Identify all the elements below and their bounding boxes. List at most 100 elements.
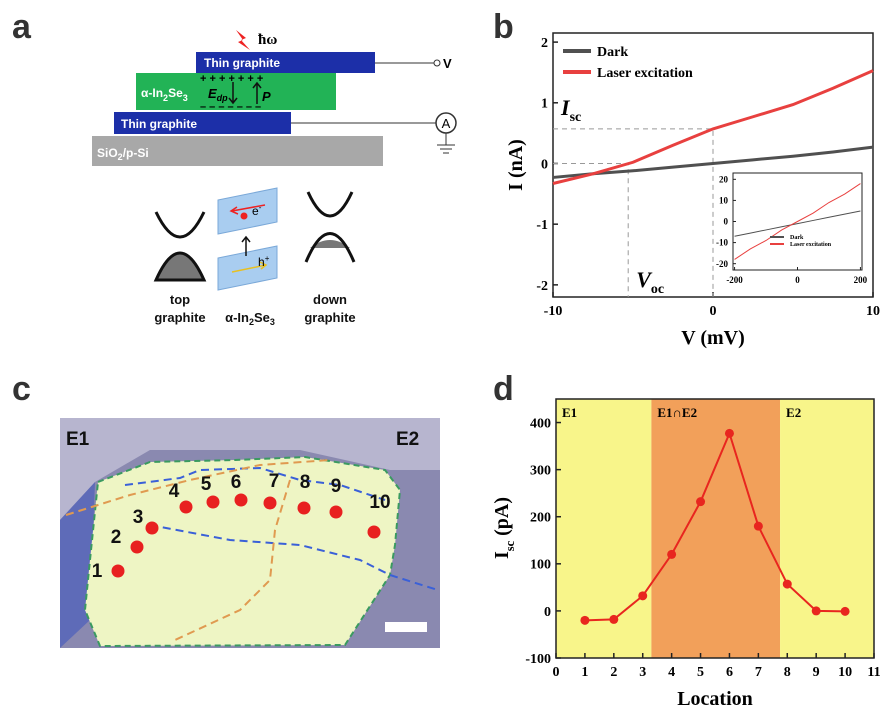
point-label: 9 bbox=[331, 476, 342, 497]
x-tick-label: 6 bbox=[726, 665, 733, 680]
y-tick-label: 2 bbox=[541, 36, 548, 51]
data-point bbox=[696, 497, 705, 506]
y-tick-label: 0 bbox=[541, 157, 548, 172]
band bbox=[308, 192, 352, 216]
measurement-point bbox=[180, 501, 193, 514]
ground bbox=[437, 133, 455, 153]
text: - bbox=[259, 203, 262, 212]
point-label: 2 bbox=[111, 527, 122, 548]
x-tick-label: 3 bbox=[639, 665, 646, 680]
y-tick-label: 100 bbox=[530, 558, 551, 573]
band-label: top bbox=[170, 292, 190, 307]
lightning-icon bbox=[236, 30, 250, 50]
y-tick-label: 400 bbox=[530, 416, 551, 431]
x-tick-label: 9 bbox=[813, 665, 820, 680]
legend-label: Laser excitation bbox=[790, 242, 832, 248]
region-label: E1 bbox=[562, 405, 577, 420]
measurement-point bbox=[131, 541, 144, 554]
region-label: E1∩E2 bbox=[657, 405, 697, 420]
terminal bbox=[434, 60, 440, 66]
charges: + + + + + + + bbox=[200, 73, 263, 85]
x-tick-label: -10 bbox=[544, 304, 563, 319]
band bbox=[156, 253, 204, 280]
text: 3 bbox=[183, 93, 188, 103]
panel-label: d bbox=[493, 370, 514, 408]
slab bbox=[218, 188, 277, 234]
figure: a b c d ħω Thin graphite V α-In2Se3 + + … bbox=[0, 0, 881, 713]
region bbox=[780, 399, 874, 658]
charges: – – – – – – – bbox=[200, 101, 261, 113]
substrate-label: SiO2/p-Si bbox=[97, 146, 149, 162]
band-label: graphite bbox=[304, 310, 355, 325]
x-tick-label: 2 bbox=[610, 665, 617, 680]
measurement-point bbox=[112, 565, 125, 578]
point-label: 4 bbox=[169, 481, 180, 502]
annotation: Isc bbox=[560, 95, 581, 125]
text: h bbox=[258, 255, 265, 269]
x-tick-label: 4 bbox=[668, 665, 675, 680]
scale-bar bbox=[385, 622, 427, 632]
text: E bbox=[208, 86, 217, 101]
text: + bbox=[265, 254, 270, 263]
text: SiO bbox=[97, 146, 118, 160]
region-label: E2 bbox=[786, 405, 801, 420]
band-label: graphite bbox=[154, 310, 205, 325]
band-label: α-In2Se3 bbox=[225, 310, 275, 327]
text: 3 bbox=[270, 317, 275, 327]
electrode-label: E1 bbox=[66, 429, 90, 450]
text: /p-Si bbox=[123, 146, 149, 160]
x-tick-label: 0 bbox=[553, 665, 560, 680]
text: α-In bbox=[225, 310, 249, 325]
x-axis-label: V (mV) bbox=[681, 327, 745, 349]
panel-label: b bbox=[493, 8, 514, 46]
panel-label: c bbox=[12, 370, 31, 408]
measurement-point bbox=[207, 496, 220, 509]
top-electrode-label: Thin graphite bbox=[204, 56, 280, 70]
y-tick-label: -1 bbox=[536, 218, 548, 233]
y-axis-label: Isc (pA) bbox=[491, 497, 517, 559]
x-tick-label: 200 bbox=[854, 275, 868, 285]
text: dp bbox=[217, 93, 228, 103]
x-axis-label: Location bbox=[677, 688, 753, 710]
x-tick-label: 0 bbox=[795, 275, 800, 285]
point-label: 10 bbox=[369, 492, 390, 513]
polarization-label: P bbox=[262, 89, 271, 104]
guide-line bbox=[553, 129, 713, 297]
photon-label: ħω bbox=[258, 32, 277, 48]
slab bbox=[218, 246, 277, 290]
y-tick-label: 0 bbox=[544, 605, 551, 620]
text: oc bbox=[651, 282, 664, 297]
x-tick-label: 5 bbox=[697, 665, 704, 680]
measurement-point bbox=[264, 497, 277, 510]
band bbox=[156, 212, 204, 237]
text: Se bbox=[254, 310, 270, 325]
text: Se bbox=[168, 86, 183, 100]
legend-label: Laser excitation bbox=[597, 66, 693, 81]
data-point bbox=[667, 550, 676, 559]
flake bbox=[85, 457, 400, 646]
band-label: down bbox=[313, 292, 347, 307]
text: (pA) bbox=[491, 497, 513, 541]
electron bbox=[241, 213, 248, 220]
data-point bbox=[754, 522, 763, 531]
legend-label: Dark bbox=[790, 235, 804, 241]
measurement-point bbox=[298, 502, 311, 515]
point-label: 6 bbox=[231, 472, 242, 493]
data-point bbox=[812, 606, 821, 615]
y-tick-label: 1 bbox=[541, 97, 548, 112]
point-label: 3 bbox=[133, 507, 144, 528]
guide-line bbox=[553, 163, 628, 297]
y-tick-label: -100 bbox=[525, 652, 551, 667]
device-diagram: ħω Thin graphite V α-In2Se3 + + + + + + … bbox=[92, 30, 456, 327]
text: sc bbox=[503, 540, 517, 551]
point-label: 5 bbox=[201, 474, 212, 495]
electrode-label: E2 bbox=[396, 429, 419, 450]
x-tick-label: 10 bbox=[838, 665, 852, 680]
data-point bbox=[841, 607, 850, 616]
measurement-point bbox=[368, 526, 381, 539]
x-tick-label: -200 bbox=[726, 275, 743, 285]
bottom-electrode-label: Thin graphite bbox=[121, 117, 197, 131]
point-label: 8 bbox=[300, 472, 311, 493]
y-tick-label: 20 bbox=[719, 174, 729, 184]
y-axis-label: I (nA) bbox=[505, 139, 527, 191]
